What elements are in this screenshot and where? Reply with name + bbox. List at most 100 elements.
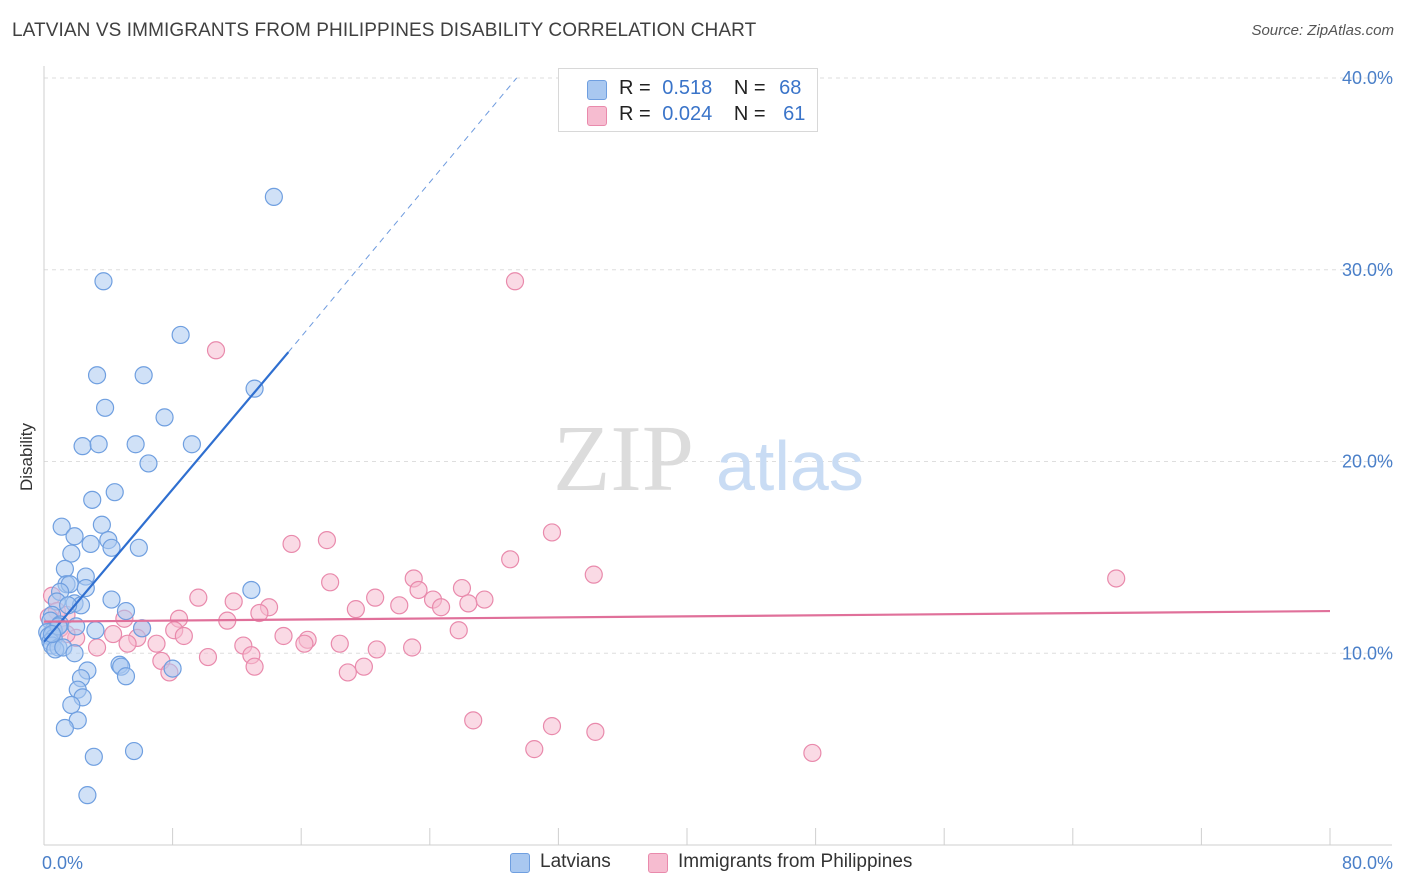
point-philippines xyxy=(390,596,409,615)
point-latvians xyxy=(95,398,115,417)
point-philippines xyxy=(449,621,468,640)
tick-labels: 10.0% 20.0% 30.0% 40.0% 0.0% 80.0% xyxy=(42,68,1393,873)
point-philippines xyxy=(431,598,451,617)
point-latvians xyxy=(65,644,84,663)
point-philippines xyxy=(250,603,269,623)
point-philippines xyxy=(295,634,314,653)
point-latvians xyxy=(163,659,182,678)
grid xyxy=(44,77,1392,654)
point-philippines xyxy=(542,523,562,542)
point-latvians xyxy=(89,435,108,454)
point-philippines xyxy=(118,634,137,653)
point-philippines xyxy=(330,634,349,653)
point-latvians xyxy=(55,718,74,738)
point-philippines xyxy=(1107,569,1126,588)
trend-line-pink xyxy=(43,609,1331,623)
point-philippines xyxy=(206,341,226,360)
point-latvians xyxy=(116,601,136,621)
point-latvians xyxy=(87,366,107,385)
point-latvians xyxy=(83,490,102,509)
point-philippines xyxy=(354,657,373,676)
watermark-zip: ZIP xyxy=(553,407,694,511)
point-philippines xyxy=(505,272,525,291)
point-philippines xyxy=(104,624,123,644)
point-latvians xyxy=(124,741,144,761)
point-philippines xyxy=(475,590,494,609)
point-latvians xyxy=(126,435,145,454)
y-tick-label: 30.0% xyxy=(1342,260,1393,280)
point-latvians xyxy=(134,366,153,385)
point-philippines xyxy=(459,594,478,613)
point-philippines xyxy=(525,740,544,759)
point-latvians xyxy=(171,325,190,345)
point-philippines xyxy=(409,580,428,600)
point-latvians xyxy=(76,578,95,598)
x-tick-label: 0.0% xyxy=(42,853,83,873)
point-philippines xyxy=(542,717,562,736)
point-latvians xyxy=(94,272,113,291)
y-tick-label: 20.0% xyxy=(1342,452,1393,472)
watermark-atlas: atlas xyxy=(716,427,864,505)
point-philippines xyxy=(87,638,107,657)
watermark: ZIP atlas xyxy=(553,407,864,511)
point-latvians xyxy=(264,187,283,206)
point-philippines xyxy=(174,626,193,646)
point-latvians xyxy=(245,379,264,398)
point-philippines xyxy=(584,565,603,584)
point-latvians xyxy=(62,695,81,715)
point-latvians xyxy=(182,435,201,454)
point-latvians xyxy=(78,786,97,805)
point-latvians xyxy=(116,667,136,686)
legend-r-value: 0.518 xyxy=(662,77,713,99)
point-philippines xyxy=(321,573,340,592)
point-latvians xyxy=(86,621,105,640)
point-latvians xyxy=(81,534,100,554)
point-latvians xyxy=(242,580,261,600)
point-philippines xyxy=(366,588,385,607)
legend-n-value: 68 xyxy=(779,77,802,99)
point-latvians xyxy=(52,517,71,536)
legend-label-philippines: Immigrants from Philippines xyxy=(678,851,913,872)
point-philippines xyxy=(198,647,218,667)
x-tick-label: 80.0% xyxy=(1342,853,1393,873)
point-latvians xyxy=(73,437,92,456)
y-tick-label: 40.0% xyxy=(1342,68,1393,88)
point-philippines xyxy=(501,550,520,569)
point-philippines xyxy=(274,626,293,646)
legend-n-value: 61 xyxy=(783,103,806,125)
point-latvians xyxy=(92,515,111,534)
point-latvians xyxy=(132,619,152,638)
point-philippines xyxy=(338,663,357,682)
series-philippines-points xyxy=(39,272,1126,763)
source-label: Source: ZipAtlas.com xyxy=(1251,22,1394,39)
legend-swatch-pink xyxy=(648,853,668,873)
legend-r-label: R = xyxy=(619,77,651,99)
point-philippines xyxy=(586,722,605,741)
point-philippines xyxy=(245,657,264,676)
legend-n-label: N = xyxy=(733,103,766,125)
point-latvians xyxy=(102,590,121,609)
point-latvians xyxy=(102,538,121,557)
point-philippines xyxy=(147,634,166,653)
point-philippines xyxy=(189,588,208,607)
point-latvians xyxy=(129,538,148,557)
y-tick-label: 10.0% xyxy=(1342,643,1393,663)
legend-swatch-blue xyxy=(587,80,607,100)
legend-swatch-blue xyxy=(510,853,530,873)
point-latvians xyxy=(65,527,84,546)
point-philippines xyxy=(464,711,483,730)
chart-title: LATVIAN VS IMMIGRANTS FROM PHILIPPINES D… xyxy=(12,20,757,41)
point-philippines xyxy=(317,531,337,550)
series-latvians-points xyxy=(38,187,283,805)
point-latvians xyxy=(139,454,158,473)
point-philippines xyxy=(346,600,365,619)
point-latvians xyxy=(84,747,103,766)
point-philippines xyxy=(282,534,301,554)
point-philippines xyxy=(452,578,472,598)
correlation-legend: R = 0.518 N = 68 R = 0.024 N = 61 xyxy=(558,68,818,132)
point-philippines xyxy=(803,743,822,763)
legend-r-value: 0.024 xyxy=(662,103,713,125)
trend-lines xyxy=(43,77,1331,643)
point-latvians xyxy=(155,408,174,427)
